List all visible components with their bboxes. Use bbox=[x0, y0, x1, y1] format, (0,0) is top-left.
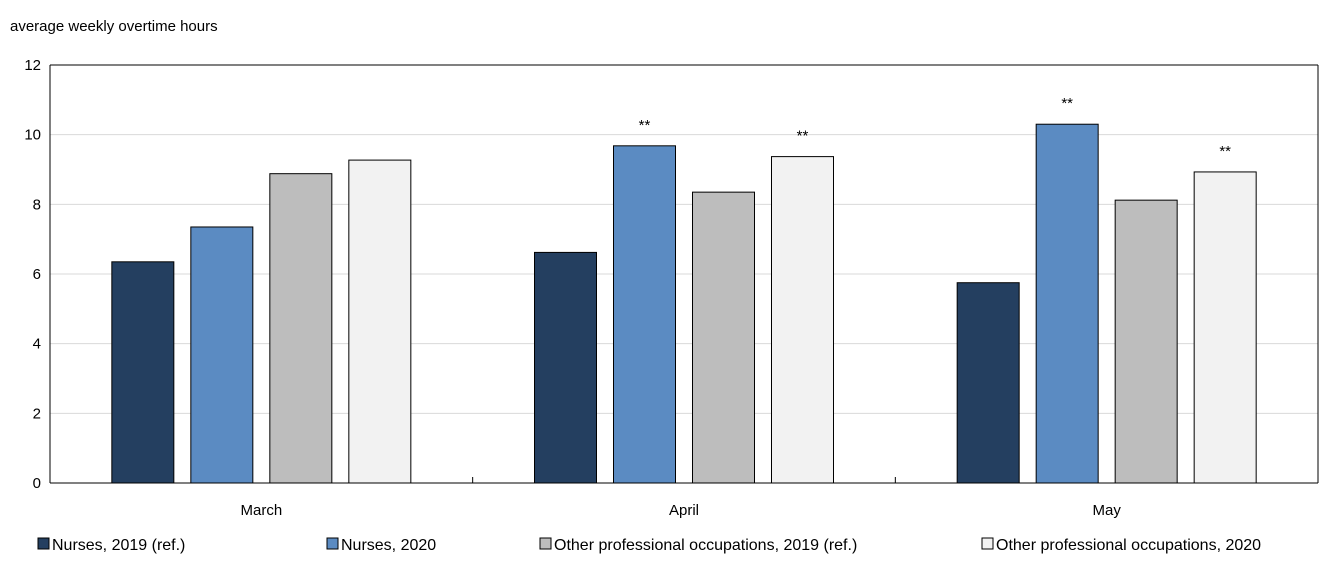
legend-label: Nurses, 2019 (ref.) bbox=[52, 537, 185, 554]
bars: ** ** ** ** bbox=[111, 95, 1257, 484]
significance-marker: ** bbox=[639, 117, 651, 134]
y-tick-label: 10 bbox=[24, 127, 41, 144]
y-tick-label: 2 bbox=[33, 405, 41, 422]
significance-marker: ** bbox=[1061, 95, 1073, 112]
y-axis-label: average weekly overtime hours bbox=[10, 18, 218, 35]
bar bbox=[1114, 199, 1178, 484]
significance-marker: ** bbox=[797, 128, 809, 145]
legend-swatch bbox=[37, 537, 50, 550]
bar bbox=[771, 156, 834, 484]
bar bbox=[111, 261, 175, 484]
legend: Nurses, 2019 (ref.) Nurses, 2020 Other pro… bbox=[37, 537, 1261, 554]
bar bbox=[613, 145, 676, 484]
y-tick-label: 8 bbox=[33, 196, 41, 213]
legend-swatch bbox=[326, 537, 339, 550]
legend-label: Other professional occupations, 2020 bbox=[996, 537, 1261, 554]
y-tick-label: 4 bbox=[33, 336, 41, 353]
bar bbox=[1193, 171, 1257, 484]
axes: 0 2 4 6 8 10 12 March April May bbox=[24, 57, 1319, 519]
bar bbox=[692, 191, 755, 484]
x-tick-label: May bbox=[1092, 502, 1121, 519]
bar bbox=[956, 282, 1020, 484]
y-tick-label: 0 bbox=[33, 475, 41, 492]
x-tick-label: April bbox=[669, 502, 699, 519]
bar bbox=[534, 251, 597, 484]
legend-swatch bbox=[981, 537, 994, 550]
bar bbox=[348, 159, 412, 484]
bar bbox=[269, 173, 333, 484]
x-tick-label: March bbox=[240, 502, 282, 519]
y-tick-label: 6 bbox=[33, 266, 41, 283]
legend-label: Nurses, 2020 bbox=[341, 537, 436, 554]
significance-marker: ** bbox=[1219, 143, 1231, 160]
bar bbox=[190, 226, 254, 484]
legend-label: Other professional occupations, 2019 (re… bbox=[554, 537, 857, 554]
legend-swatch bbox=[539, 537, 552, 550]
y-tick-label: 12 bbox=[24, 57, 41, 74]
bar bbox=[1035, 123, 1099, 484]
